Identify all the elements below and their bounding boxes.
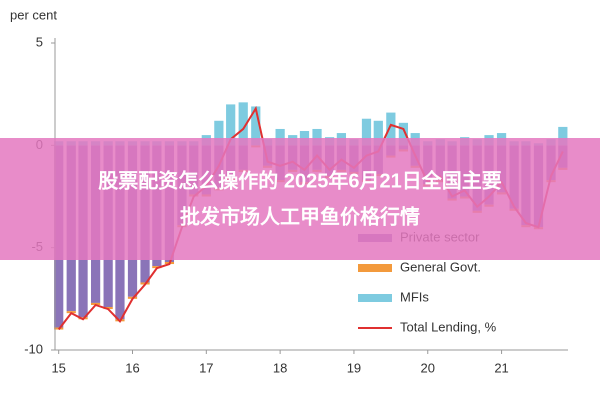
banner-text: 批发市场人工甲鱼价格行情	[180, 204, 420, 228]
legend-label: MFIs	[400, 289, 429, 304]
banner	[0, 138, 600, 260]
x-tick-label: 21	[494, 360, 508, 375]
x-tick-label: 19	[347, 360, 361, 375]
x-tick-label: 16	[125, 360, 139, 375]
legend-swatch	[358, 264, 392, 272]
bar	[373, 120, 383, 146]
bar	[226, 104, 236, 146]
bar	[361, 118, 372, 146]
y-tick-label: -10	[24, 341, 43, 356]
bar	[398, 122, 409, 146]
banner-text: 股票配资怎么操作的 2025年6月21日全国主要	[98, 168, 501, 192]
x-tick-label: 18	[273, 360, 287, 375]
x-tick-label: 15	[51, 360, 65, 375]
legend-label: General Govt.	[400, 259, 481, 274]
bar	[312, 128, 322, 146]
bar	[214, 120, 224, 146]
y-tick-label: 5	[36, 34, 43, 49]
bar	[251, 106, 261, 146]
y-axis-label: per cent	[10, 7, 57, 22]
x-tick-label: 17	[199, 360, 213, 375]
legend-label: Total Lending, %	[400, 319, 497, 334]
bar	[386, 112, 396, 146]
bar	[275, 128, 285, 146]
bar	[238, 102, 248, 146]
bar	[558, 126, 568, 146]
legend-swatch	[358, 294, 392, 302]
x-tick-label: 20	[421, 360, 435, 375]
